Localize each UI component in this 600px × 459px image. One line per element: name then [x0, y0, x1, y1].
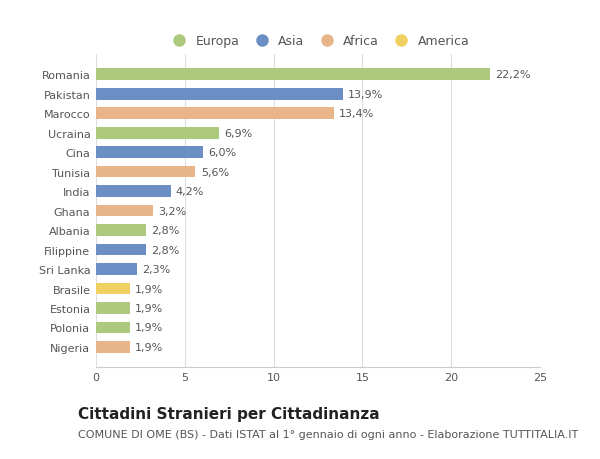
Text: 13,4%: 13,4% — [340, 109, 374, 119]
Text: 22,2%: 22,2% — [496, 70, 531, 80]
Text: 5,6%: 5,6% — [201, 167, 229, 177]
Bar — [96, 322, 130, 334]
Text: 13,9%: 13,9% — [348, 90, 383, 100]
Legend: Europa, Asia, Africa, America: Europa, Asia, Africa, America — [161, 30, 475, 53]
Bar — [96, 302, 130, 314]
Text: 1,9%: 1,9% — [135, 284, 163, 294]
Bar — [96, 205, 153, 217]
Bar — [96, 147, 203, 159]
Text: Cittadini Stranieri per Cittadinanza: Cittadini Stranieri per Cittadinanza — [78, 406, 380, 421]
Bar — [96, 128, 218, 139]
Text: 6,9%: 6,9% — [224, 129, 252, 139]
Text: 2,8%: 2,8% — [151, 245, 179, 255]
Bar — [96, 244, 146, 256]
Bar — [96, 341, 130, 353]
Text: 1,9%: 1,9% — [135, 303, 163, 313]
Text: 1,9%: 1,9% — [135, 342, 163, 352]
Text: 3,2%: 3,2% — [158, 206, 187, 216]
Text: 2,8%: 2,8% — [151, 225, 179, 235]
Bar — [96, 108, 334, 120]
Bar — [96, 186, 170, 197]
Text: 2,3%: 2,3% — [142, 264, 170, 274]
Bar — [96, 167, 196, 178]
Bar — [96, 89, 343, 101]
Bar — [96, 69, 490, 81]
Bar — [96, 263, 137, 275]
Text: 6,0%: 6,0% — [208, 148, 236, 158]
Text: 4,2%: 4,2% — [176, 187, 204, 197]
Bar — [96, 283, 130, 295]
Text: 1,9%: 1,9% — [135, 323, 163, 333]
Bar — [96, 225, 146, 236]
Text: COMUNE DI OME (BS) - Dati ISTAT al 1° gennaio di ogni anno - Elaborazione TUTTIT: COMUNE DI OME (BS) - Dati ISTAT al 1° ge… — [78, 429, 578, 439]
